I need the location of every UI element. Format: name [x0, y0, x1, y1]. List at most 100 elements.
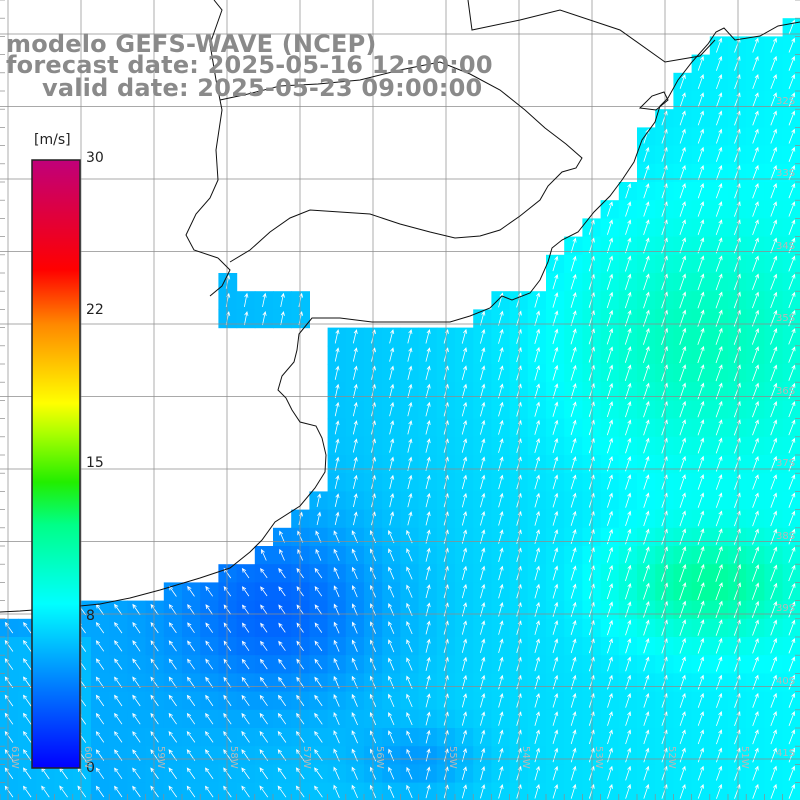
wind-arrow — [788, 692, 796, 708]
wind-speed-cell — [327, 782, 347, 800]
wind-arrow — [260, 622, 268, 633]
wind-arrow — [498, 784, 504, 799]
wind-arrow — [480, 328, 486, 344]
colorbar-tick: 22 — [86, 302, 104, 318]
wind-arrow — [552, 383, 559, 399]
wind-arrow — [498, 383, 504, 399]
wind-arrow — [241, 604, 250, 615]
wind-arrow — [333, 639, 340, 652]
wind-arrow — [752, 237, 759, 254]
wind-arrow — [552, 510, 559, 526]
wind-arrow — [425, 748, 431, 762]
wind-arrow — [552, 693, 559, 708]
wind-arrow — [241, 658, 250, 670]
wind-arrow — [480, 401, 486, 417]
wind-arrow — [788, 474, 796, 490]
wind-arrow — [223, 676, 232, 688]
wind-arrow — [606, 237, 613, 254]
wind-arrow — [770, 291, 778, 309]
wind-arrow — [679, 437, 686, 454]
wind-arrow — [679, 146, 686, 162]
wind-arrow — [351, 711, 358, 726]
wind-arrow — [716, 711, 723, 727]
wind-arrow — [679, 619, 687, 636]
wind-arrow — [22, 639, 32, 652]
wind-arrow — [716, 128, 723, 144]
wind-arrow — [788, 309, 796, 327]
wind-arrow — [351, 730, 358, 744]
wind-arrow — [22, 712, 32, 725]
wind-arrow — [752, 164, 759, 181]
wind-speed-cell — [782, 782, 800, 800]
wind-arrow — [570, 601, 577, 617]
wind-arrow — [534, 693, 540, 708]
wind-speed-cell — [236, 782, 256, 800]
wind-arrow — [425, 419, 431, 435]
wind-arrow — [679, 273, 687, 291]
wind-arrow — [389, 329, 395, 344]
wind-arrow — [715, 327, 723, 345]
wind-arrow — [334, 383, 340, 399]
wind-arrow — [480, 456, 486, 472]
wind-arrow — [277, 712, 287, 725]
wind-arrow — [770, 219, 777, 235]
wind-arrow — [351, 784, 358, 799]
wind-arrow — [278, 676, 286, 688]
wind-arrow — [95, 676, 105, 689]
wind-arrow — [570, 711, 577, 726]
wind-arrow — [260, 586, 268, 597]
wind-arrow — [697, 400, 705, 418]
wind-arrow — [186, 767, 196, 780]
wind-arrow — [788, 747, 796, 763]
wind-arrow — [480, 347, 486, 362]
wind-arrow — [552, 656, 559, 672]
wind-arrow — [480, 365, 486, 381]
wind-arrow — [643, 692, 650, 708]
wind-arrow — [168, 622, 177, 634]
wind-arrow — [132, 676, 141, 689]
wind-speed-cell — [309, 782, 329, 800]
wind-arrow — [697, 55, 704, 71]
wind-arrow — [625, 729, 632, 745]
wind-arrow — [334, 438, 340, 453]
wind-arrow — [552, 346, 559, 363]
wind-arrow — [205, 622, 214, 633]
wind-arrow — [498, 674, 504, 690]
wind-arrow — [534, 419, 540, 435]
wind-arrow — [388, 529, 395, 544]
wind-arrow — [4, 658, 14, 670]
wind-speed-cell — [218, 782, 238, 800]
wind-arrow — [625, 747, 632, 763]
wind-arrow — [752, 110, 759, 126]
wind-arrow — [168, 640, 177, 652]
wind-arrow — [715, 237, 723, 254]
wind-arrow — [643, 765, 650, 781]
wind-arrow — [132, 640, 141, 652]
wind-arrow — [788, 601, 796, 618]
wind-arrow — [498, 765, 504, 781]
wind-arrow — [241, 622, 250, 633]
wind-arrow — [534, 365, 541, 381]
wind-arrow — [334, 474, 340, 489]
wind-arrow — [607, 638, 613, 654]
wind-arrow — [23, 621, 32, 634]
wind-arrow — [770, 492, 777, 508]
wind-arrow — [534, 438, 540, 454]
wind-arrow — [407, 492, 413, 508]
wind-arrow — [625, 183, 632, 199]
wind-arrow — [114, 712, 123, 725]
wind-arrow — [715, 419, 723, 436]
wind-arrow — [461, 438, 468, 453]
wind-arrow — [132, 712, 141, 725]
wind-arrow — [679, 582, 687, 601]
wind-arrow — [498, 438, 504, 453]
wind-arrow — [679, 692, 686, 708]
wind-arrow — [552, 711, 559, 726]
wind-arrow — [389, 383, 395, 399]
wind-arrow — [534, 656, 540, 672]
colorbar-tick: 0 — [86, 760, 95, 776]
wind-arrow — [352, 456, 358, 471]
wind-arrow — [333, 603, 340, 616]
wind-arrow — [461, 456, 468, 472]
